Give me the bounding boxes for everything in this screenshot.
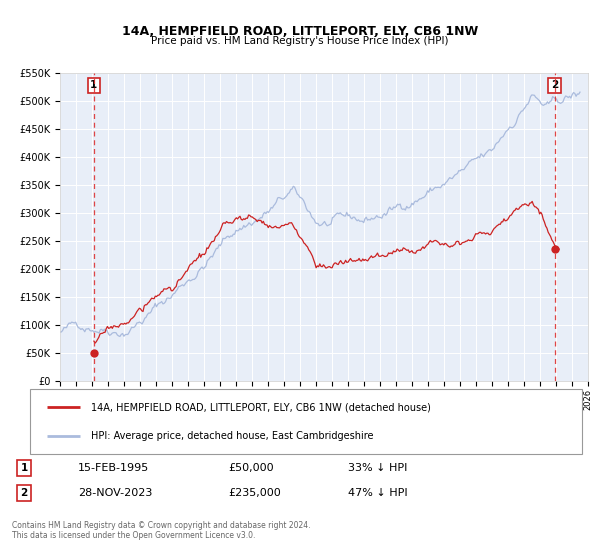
Text: 28-NOV-2023: 28-NOV-2023 bbox=[78, 488, 152, 498]
Text: 15-FEB-1995: 15-FEB-1995 bbox=[78, 463, 149, 473]
Text: 47% ↓ HPI: 47% ↓ HPI bbox=[348, 488, 407, 498]
Text: £50,000: £50,000 bbox=[228, 463, 274, 473]
Text: 14A, HEMPFIELD ROAD, LITTLEPORT, ELY, CB6 1NW: 14A, HEMPFIELD ROAD, LITTLEPORT, ELY, CB… bbox=[122, 25, 478, 38]
Text: 1: 1 bbox=[90, 80, 98, 90]
Text: 1: 1 bbox=[20, 463, 28, 473]
Text: HPI: Average price, detached house, East Cambridgeshire: HPI: Average price, detached house, East… bbox=[91, 431, 373, 441]
Text: 2: 2 bbox=[551, 80, 558, 90]
Text: 2: 2 bbox=[20, 488, 28, 498]
Text: 14A, HEMPFIELD ROAD, LITTLEPORT, ELY, CB6 1NW (detached house): 14A, HEMPFIELD ROAD, LITTLEPORT, ELY, CB… bbox=[91, 402, 431, 412]
Text: £235,000: £235,000 bbox=[228, 488, 281, 498]
FancyBboxPatch shape bbox=[30, 389, 582, 454]
Text: Contains HM Land Registry data © Crown copyright and database right 2024.
This d: Contains HM Land Registry data © Crown c… bbox=[12, 521, 311, 540]
Text: Price paid vs. HM Land Registry's House Price Index (HPI): Price paid vs. HM Land Registry's House … bbox=[151, 36, 449, 46]
Text: 33% ↓ HPI: 33% ↓ HPI bbox=[348, 463, 407, 473]
